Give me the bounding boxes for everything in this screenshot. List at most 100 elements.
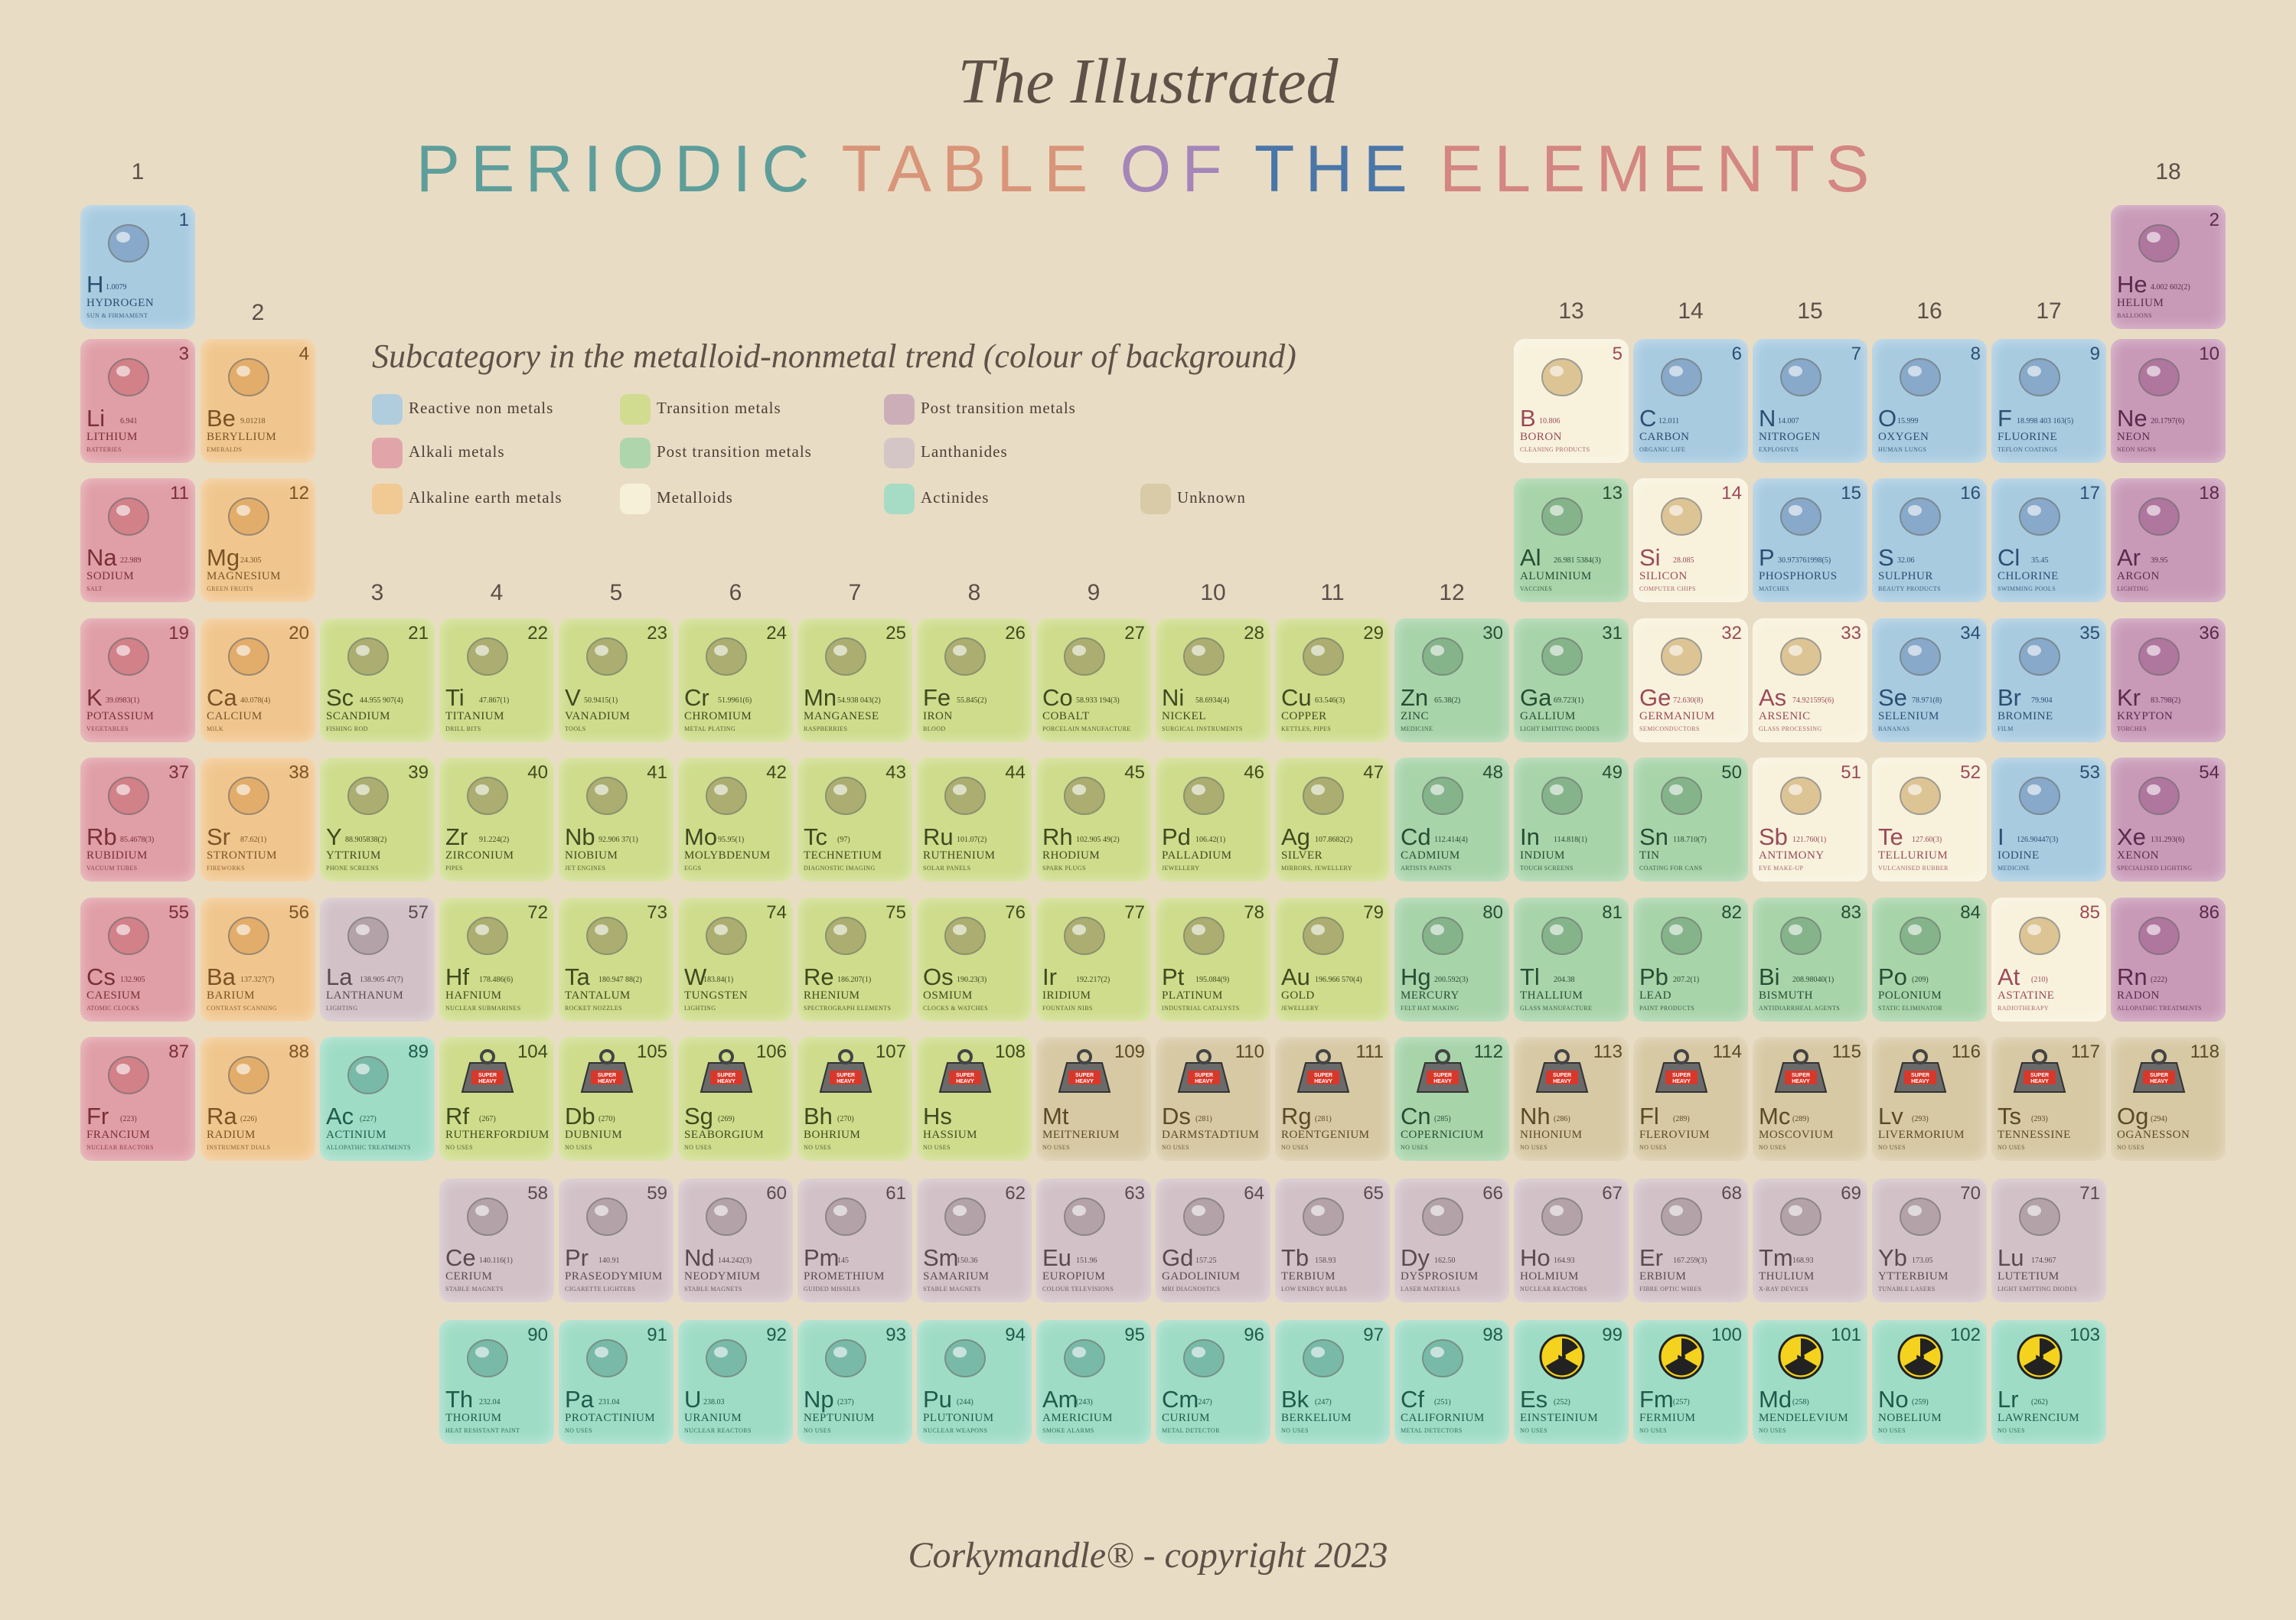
svg-text:HEAVY: HEAVY: [2030, 1079, 2049, 1084]
atomic-mass: (267): [479, 1115, 496, 1123]
element-cell-s: 16 S 32.06 SULPHUR BEAUTY PRODUCTS: [1872, 478, 1987, 602]
element-cell-ta: 73 Ta 180.947 88(2) TANTALUM ROCKET NOZZLES: [559, 898, 673, 1022]
element-name: CHROMIUM: [684, 710, 752, 722]
element-cell-md: 101 Md (258) MENDELEVIUM NO USES: [1753, 1320, 1867, 1444]
element-symbol: Sm: [923, 1244, 959, 1271]
atomic-mass: 10.806: [1539, 417, 1561, 425]
atomic-number: 77: [1124, 902, 1145, 923]
element-name: KRYPTON: [2117, 710, 2174, 722]
element-name: GOLD: [1281, 989, 1315, 1002]
element-use: NO USES: [804, 1144, 831, 1151]
element-symbol: Se: [1878, 684, 1907, 711]
element-symbol: Ne: [2117, 405, 2148, 432]
element-use: NO USES: [1878, 1144, 1906, 1151]
element-cell-pd: 46 Pd 106.42(1) PALLADIUM JEWELLERY: [1156, 758, 1270, 882]
element-use: FILM: [1998, 725, 2014, 732]
element-name: PLATINUM: [1162, 989, 1223, 1002]
element-cell-ac: 89 Ac (227) ACTINIUM ALLOPATHIC TREATMENTS: [320, 1037, 435, 1161]
atomic-mass: 157.25: [1195, 1257, 1217, 1265]
element-use: MEDICINE: [1998, 865, 2030, 872]
wrench-icon: [586, 637, 628, 676]
atomic-mass: 15.999: [1897, 417, 1919, 425]
element-symbol: Er: [1639, 1244, 1663, 1271]
atomic-number: 78: [1244, 902, 1264, 923]
element-cell-te: 52 Te 127.60(3) TELLURIUM VULCANISED RUBBER: [1872, 758, 1987, 882]
atomic-number: 94: [1005, 1325, 1026, 1345]
element-cell-lr: 103 Lr (262) LAWRENCIUM NO USES: [1991, 1320, 2106, 1444]
atomic-number: 109: [1114, 1041, 1145, 1062]
element-cell-hg: 80 Hg 200.592(3) MERCURY FELT HAT MAKING: [1394, 898, 1509, 1022]
atom-icon: [1541, 1198, 1583, 1236]
element-use: VACUUM TUBES: [86, 865, 138, 872]
atomic-mass: 9.01218: [240, 417, 266, 425]
element-symbol: Gd: [1162, 1244, 1194, 1271]
element-cell-rg: SUPER HEAVY 111 Rg (281) ROENTGENIUM NO USES: [1275, 1037, 1390, 1161]
candle-icon: [347, 917, 389, 955]
element-cell-au: 79 Au 196.966 570(4) GOLD JEWELLERY: [1275, 898, 1390, 1022]
element-symbol: Sg: [684, 1103, 713, 1129]
atomic-number: 39: [408, 762, 429, 783]
brain-icon: [825, 777, 866, 815]
chip-icon: [1661, 637, 1702, 676]
element-cell-o: 8 O 15.999 OXYGEN HUMAN LUNGS: [1872, 339, 1987, 463]
atomic-number: 113: [1593, 1041, 1623, 1062]
poster-title: PERIODIC TABLE OF THE ELEMENTS: [0, 132, 2296, 207]
element-use: BALLOONS: [2117, 312, 2152, 319]
pen-nib-icon: [1064, 917, 1105, 955]
atomic-mass: (247): [1315, 1398, 1332, 1406]
atomic-mass: 180.947 88(2): [598, 976, 642, 984]
neon-sign-icon: [2138, 358, 2180, 396]
element-name: MANGANESE: [804, 710, 879, 722]
element-name: MENDELEVIUM: [1759, 1412, 1849, 1424]
element-symbol: U: [684, 1386, 702, 1413]
atomic-number: 30: [1482, 623, 1503, 644]
element-symbol: Nd: [684, 1244, 715, 1271]
element-symbol: Nh: [1520, 1103, 1551, 1129]
element-name: COBALT: [1042, 710, 1090, 722]
element-use: FELT HAT MAKING: [1401, 1005, 1459, 1012]
element-name: SEABORGIUM: [684, 1129, 765, 1141]
battery-icon: [108, 358, 149, 396]
element-symbol: Ds: [1162, 1103, 1191, 1129]
element-cell-na: 11 Na 22.989 SODIUM SALT: [80, 478, 195, 602]
atomic-number: 10: [2199, 344, 2219, 364]
element-cell-cd: 48 Cd 112.414(4) CADMIUM ARTISTS PAINTS: [1394, 758, 1509, 882]
element-use: NO USES: [1639, 1144, 1667, 1151]
element-symbol: Ac: [326, 1103, 354, 1129]
atomic-mass: 207.2(1): [1673, 976, 1700, 984]
atomic-number: 104: [517, 1041, 548, 1062]
lamp-icon: [2138, 777, 2180, 815]
element-use: NO USES: [1639, 1427, 1667, 1434]
element-symbol: Fr: [86, 1103, 109, 1129]
element-symbol: Ce: [445, 1244, 476, 1271]
element-cell-rf: SUPER HEAVY 104 Rf (267) RUTHERFORDIUM NO USES: [439, 1037, 554, 1161]
element-use: EXPLOSIVES: [1759, 446, 1799, 453]
element-use: PORCELAIN MANUFACTURE: [1042, 725, 1131, 732]
svg-text:SUPER: SUPER: [2150, 1073, 2168, 1078]
element-use: NO USES: [1878, 1427, 1906, 1434]
element-use: LIGHT EMITTING DIODES: [1520, 725, 1600, 732]
atomic-number: 88: [289, 1041, 309, 1062]
element-symbol: Sr: [207, 823, 230, 850]
atomic-number: 112: [1473, 1041, 1503, 1062]
element-name: INDIUM: [1520, 849, 1565, 862]
element-use: SPECTROGRAPH ELEMENTS: [804, 1005, 892, 1012]
element-name: LIVERMORIUM: [1878, 1129, 1965, 1141]
element-cell-es: 99 Es (252) EINSTEINIUM NO USES: [1514, 1320, 1629, 1444]
element-cell-li: 3 Li 6.941 LITHIUM BATTERIES: [80, 339, 195, 463]
element-symbol: Y: [326, 823, 342, 850]
element-use: NO USES: [1520, 1427, 1548, 1434]
fishing-rod-icon: [347, 637, 389, 676]
element-use: NO USES: [804, 1427, 831, 1434]
element-use: NUCLEAR REACTORS: [684, 1427, 752, 1434]
group-label: 11: [1320, 580, 1345, 605]
atomic-mass: (257): [1673, 1398, 1690, 1406]
element-use: BLOOD: [923, 725, 946, 732]
atomic-number: 69: [1841, 1183, 1861, 1204]
element-name: PROMETHIUM: [804, 1270, 885, 1283]
atomic-mass: (269): [718, 1115, 735, 1123]
element-symbol: Sb: [1759, 823, 1788, 850]
element-name: DARMSTADTIUM: [1162, 1129, 1260, 1141]
element-name: FLEROVIUM: [1639, 1129, 1711, 1141]
